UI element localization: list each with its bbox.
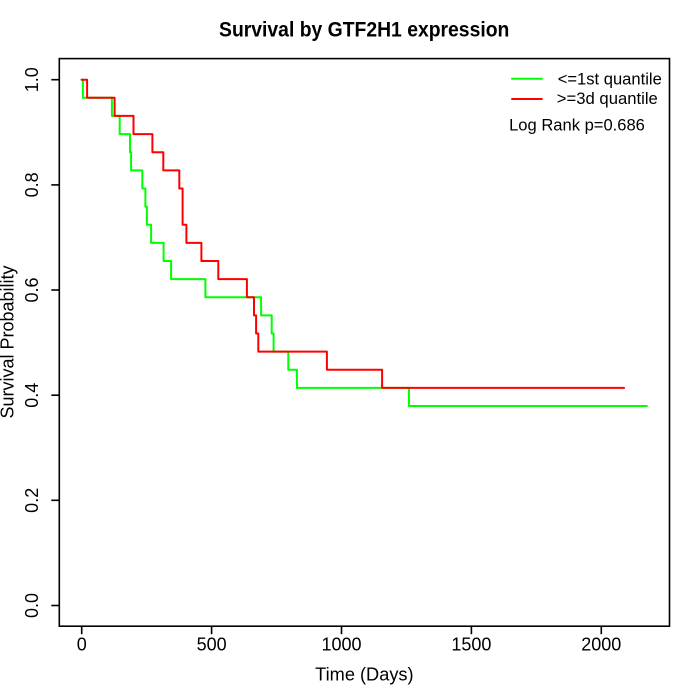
- svg-text:0.8: 0.8: [22, 172, 42, 197]
- svg-text:Survival Probability: Survival Probability: [0, 265, 18, 418]
- svg-text:>=3d quantile: >=3d quantile: [557, 89, 658, 108]
- svg-text:0.2: 0.2: [22, 488, 42, 513]
- svg-text:Log Rank p=0.686: Log Rank p=0.686: [509, 115, 645, 134]
- svg-text:0.6: 0.6: [22, 277, 42, 302]
- svg-text:<=1st quantile: <=1st quantile: [558, 69, 662, 88]
- svg-text:Time (Days): Time (Days): [315, 665, 413, 685]
- svg-text:0: 0: [77, 635, 87, 655]
- svg-text:500: 500: [197, 635, 227, 655]
- svg-text:1.0: 1.0: [22, 67, 42, 92]
- svg-text:1000: 1000: [321, 635, 361, 655]
- svg-text:0.0: 0.0: [22, 593, 42, 618]
- svg-text:1500: 1500: [451, 635, 491, 655]
- svg-text:Survival by GTF2H1 expression: Survival by GTF2H1 expression: [219, 17, 509, 42]
- svg-text:2000: 2000: [581, 635, 621, 655]
- svg-text:0.4: 0.4: [22, 383, 42, 408]
